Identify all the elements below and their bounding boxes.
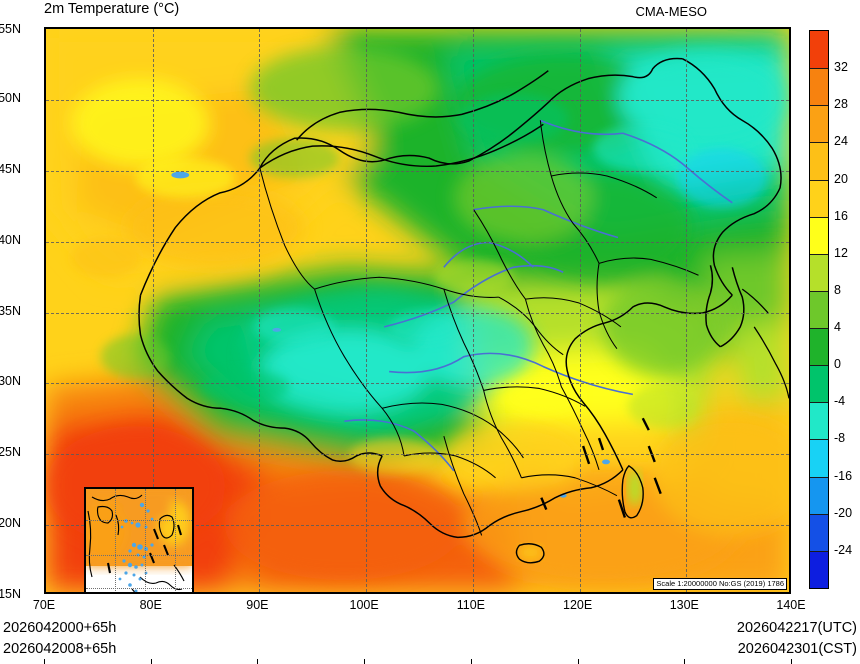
y-tick-label: 25N xyxy=(0,445,21,460)
colorbar-tick-label: 12 xyxy=(834,245,848,260)
y-tick-label: 45N xyxy=(0,161,21,176)
colorbar-band xyxy=(810,402,828,440)
colorbar-band xyxy=(810,68,828,106)
model-label: CMA-MESO xyxy=(635,4,708,19)
x-tick-label: 110E xyxy=(456,598,486,612)
colorbar-tick-label: 8 xyxy=(834,282,841,297)
footer-left: 2026042000+65h 2026042008+65h xyxy=(3,618,116,660)
colorbar-divider xyxy=(810,179,828,181)
colorbar-divider xyxy=(810,290,828,292)
inset-coastlines xyxy=(86,489,192,592)
colorbar-band xyxy=(810,179,828,217)
colorbar-tick-label: -20 xyxy=(834,505,853,520)
x-tick-label: 130E xyxy=(669,598,699,612)
colorbar-divider xyxy=(810,105,828,107)
y-tick-label: 55N xyxy=(0,22,21,36)
x-tick-label: 100E xyxy=(349,598,379,612)
colorbar-divider xyxy=(810,68,828,70)
init-time-utc: 2026042000+65h xyxy=(3,620,117,636)
colorbar-divider xyxy=(810,253,828,255)
colorbar-divider xyxy=(810,402,828,404)
colorbar-band xyxy=(810,513,828,551)
colorbar-divider xyxy=(810,550,828,552)
x-tick-label: 80E xyxy=(139,598,162,612)
colorbar[interactable] xyxy=(809,30,829,589)
graticule xyxy=(46,29,789,592)
valid-time-utc: 2026042217(UTC) xyxy=(736,620,857,636)
y-tick-label: 15N xyxy=(0,587,21,601)
colorbar-divider xyxy=(810,142,828,144)
colorbar-band xyxy=(810,550,828,588)
temperature-map[interactable]: Scale 1:40000000 Scale 1:20000000 No:GS … xyxy=(44,27,791,594)
colorbar-tick-label: -16 xyxy=(834,468,853,483)
y-tick-label: 30N xyxy=(0,374,21,389)
colorbar-band xyxy=(810,476,828,514)
colorbar-divider xyxy=(810,328,828,330)
colorbar-band xyxy=(810,253,828,291)
colorbar-divider xyxy=(810,365,828,367)
x-tick-label: 120E xyxy=(562,598,593,612)
colorbar-band xyxy=(810,290,828,329)
colorbar-tick-label: 20 xyxy=(834,171,848,186)
x-tick-label: 140E xyxy=(776,598,806,612)
colorbar-tick-label: -4 xyxy=(834,394,846,409)
map-scale-label: Scale 1:20000000 No:GS (2019) 1786 xyxy=(653,578,787,590)
init-time-cst: 2026042008+65h xyxy=(3,641,117,657)
colorbar-band xyxy=(810,105,828,143)
colorbar-tick-label: 16 xyxy=(834,208,848,223)
colorbar-tick-label: -8 xyxy=(834,431,846,446)
y-tick-label: 50N xyxy=(0,90,21,105)
colorbar-divider xyxy=(810,216,828,218)
valid-time-cst: 2026042301(CST) xyxy=(737,641,857,657)
footer-right: 2026042217(UTC) 2026042301(CST) xyxy=(737,618,857,660)
borders-layer xyxy=(138,57,789,564)
y-tick-label: 35N xyxy=(0,303,21,318)
x-tick-label: 90E xyxy=(246,598,269,612)
colorbar-band xyxy=(810,216,828,254)
x-tick-label: 70E xyxy=(32,598,56,612)
colorbar-band xyxy=(810,31,828,69)
colorbar-divider xyxy=(810,513,828,515)
colorbar-band xyxy=(810,439,828,477)
colorbar-tick-label: -24 xyxy=(834,542,853,557)
colorbar-tick-label: 4 xyxy=(834,320,841,335)
y-tick-label: 20N xyxy=(0,516,21,531)
south-china-sea-inset[interactable]: Scale 1:40000000 xyxy=(84,487,194,592)
colorbar-divider xyxy=(810,439,828,441)
y-tick-label: 40N xyxy=(0,232,21,247)
colorbar-tick-label: 28 xyxy=(834,97,848,112)
page-title: 2m Temperature (°C) xyxy=(44,1,180,17)
colorbar-band xyxy=(810,365,828,403)
colorbar-divider xyxy=(810,476,828,478)
colorbar-band xyxy=(810,328,828,366)
colorbar-band xyxy=(810,142,828,180)
colorbar-tick-label: 24 xyxy=(834,134,848,149)
colorbar-tick-label: 0 xyxy=(834,357,841,372)
colorbar-tick-label: 32 xyxy=(834,60,848,75)
